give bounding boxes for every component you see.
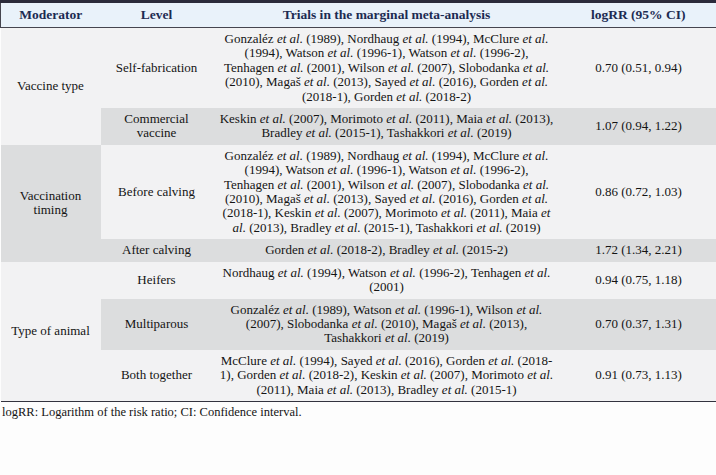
table-row: Vaccination timing Before calving Gonzal… — [1, 145, 716, 239]
logrr-cell: 0.70 (0.37, 1.31) — [561, 299, 716, 350]
table-row: Type of animal Heifers Nordhaug et al. (… — [1, 262, 716, 299]
trials-cell: Nordhaug et al. (1994), Watson et al. (1… — [213, 262, 561, 299]
header-trials: Trials in the marginal meta-analysis — [213, 2, 561, 28]
moderator-cell: Vaccine type — [1, 28, 101, 145]
table-row: After calving Gorden et al. (2018-2), Br… — [1, 239, 716, 261]
level-cell: Both together — [101, 350, 213, 402]
trials-cell: Gonzaléz et al. (1989), Nordhaug et al. … — [213, 145, 561, 239]
header-moderator: Moderator — [1, 2, 101, 28]
header-logrr: logRR (95% CI) — [561, 2, 716, 28]
trials-cell: Gorden et al. (2018-2), Bradley et al. (… — [213, 239, 561, 261]
level-cell: Commercial vaccine — [101, 108, 213, 145]
logrr-cell: 1.72 (1.34, 2.21) — [561, 239, 716, 261]
table-row: Vaccine type Self-fabrication Gonzaléz e… — [1, 28, 716, 109]
table-footnote: logRR: Logarithm of the risk ratio; CI: … — [0, 402, 716, 420]
logrr-cell: 0.86 (0.72, 1.03) — [561, 145, 716, 239]
level-cell: Before calving — [101, 145, 213, 239]
level-cell: Heifers — [101, 262, 213, 299]
table-row: Multiparous Gonzaléz et al. (1989), Wats… — [1, 299, 716, 350]
level-cell: After calving — [101, 239, 213, 261]
level-cell: Self-fabrication — [101, 28, 213, 109]
logrr-cell: 1.07 (0.94, 1.22) — [561, 108, 716, 145]
trials-cell: McClure et al. (1994), Sayed et al. (201… — [213, 350, 561, 402]
header-level: Level — [101, 2, 213, 28]
table-row: Both together McClure et al. (1994), Say… — [1, 350, 716, 402]
table-row: Commercial vaccine Keskin et al. (2007),… — [1, 108, 716, 145]
logrr-cell: 0.70 (0.51, 0.94) — [561, 28, 716, 109]
level-cell: Multiparous — [101, 299, 213, 350]
table-header: Moderator Level Trials in the marginal m… — [1, 2, 716, 28]
moderator-cell: Vaccination timing — [1, 145, 101, 262]
header-row: Moderator Level Trials in the marginal m… — [1, 2, 716, 28]
moderator-cell: Type of animal — [1, 262, 101, 402]
trials-cell: Keskin et al. (2007), Morimoto et al. (2… — [213, 108, 561, 145]
logrr-cell: 0.94 (0.75, 1.18) — [561, 262, 716, 299]
trials-cell: Gonzaléz et al. (1989), Nordhaug et al. … — [213, 28, 561, 109]
logrr-cell: 0.91 (0.73, 1.13) — [561, 350, 716, 402]
meta-analysis-table-page: Moderator Level Trials in the marginal m… — [0, 0, 716, 475]
moderator-table: Moderator Level Trials in the marginal m… — [0, 0, 716, 402]
trials-cell: Gonzaléz et al. (1989), Watson et al. (1… — [213, 299, 561, 350]
table-body: Vaccine type Self-fabrication Gonzaléz e… — [1, 28, 716, 402]
